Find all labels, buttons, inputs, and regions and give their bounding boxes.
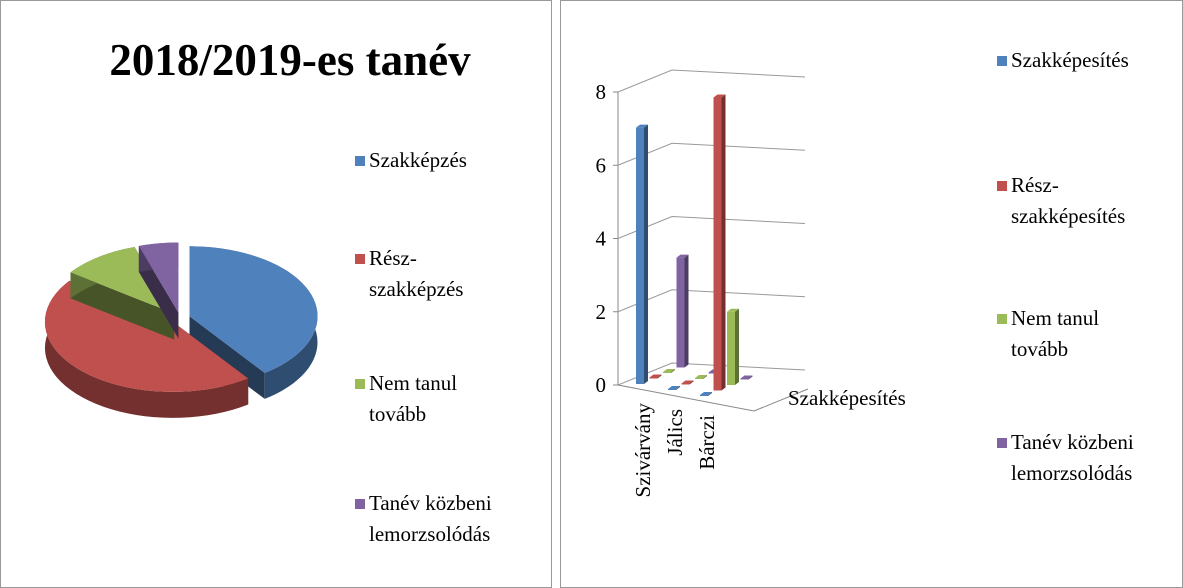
bar-top [681,380,694,384]
bar-top [668,386,680,389]
bar-top [663,369,675,372]
bar-front [700,395,708,396]
bar-top [700,392,712,395]
y-tick-label: 8 [596,80,607,104]
bar-front [727,311,735,385]
legend-swatch [355,156,365,166]
bar [695,375,707,379]
bar-top [695,375,707,378]
legend-swatch [355,379,365,389]
x-tick-label: Bárczi [695,415,719,470]
bar-top [727,308,739,312]
legend-swatch [355,499,365,509]
bar-side [657,374,662,379]
legend-label: Szakképzés [369,148,467,172]
bar [668,386,680,390]
legend-swatch [355,254,365,264]
y-tick-label: 4 [596,227,607,251]
bar-side [703,375,707,379]
bar-top [676,254,689,258]
y-tick-label: 0 [596,373,607,397]
legend-swatch [997,56,1007,66]
legend-item: Nem tanul tovább [355,368,509,430]
pie-slice [138,242,179,339]
bar-side [735,308,739,385]
bar-side [671,369,675,373]
legend-label: Rész-szakképesítés [1011,173,1126,228]
pie-top [189,246,318,373]
bar-side [721,94,726,391]
bar [636,124,648,384]
bar-top [740,375,753,379]
bar-front [695,378,703,379]
bar-side [748,375,753,380]
legend-item: Szakképzés [355,145,509,176]
y-tick-label: 2 [596,300,607,324]
bar-front [636,127,644,384]
legend-label: Nem tanul tovább [369,371,458,426]
legend-item: Nem tanul tovább [997,303,1151,365]
bar-side [708,392,712,396]
legend-label: Szakképesítés [1011,48,1129,72]
legend-swatch [997,314,1007,324]
legend-label: Tanév közbeni lemorzsolódás [1011,430,1134,485]
bar [649,374,662,379]
bar [676,254,689,368]
bar-front [668,389,676,390]
bar-top [636,124,648,128]
y-tick-label: 6 [596,153,607,177]
bar [713,94,726,391]
pie-top [44,280,249,392]
bar-top [649,374,662,378]
legend-label: Nem tanul tovább [1011,306,1100,361]
bar [681,380,694,385]
pie-top [70,246,175,314]
chart-title: 2018/2019-es tanév [109,35,471,85]
pie-top [138,242,179,313]
bar-side [689,380,694,385]
panel-border [560,0,1183,588]
x-tick-label: Szivárvány [631,403,655,498]
x-tick-label: Jálics [663,409,687,456]
pie-wall [70,272,175,340]
pie-side [44,280,249,418]
bar-front [663,372,671,373]
legend-swatch [997,181,1007,191]
legend-item: Szakképesítés [997,45,1151,76]
bar-front [681,383,690,385]
bar-front [740,378,749,380]
bar-top [713,94,726,98]
bar [740,375,753,380]
depth-axis-label: Szakképesítés [788,386,906,410]
bar [700,392,712,396]
bar [727,308,739,385]
bar-side [676,386,680,390]
bar-front [713,97,722,391]
legend-swatch [997,438,1007,448]
bar-side [644,124,648,384]
legend-item: Tanév közbeni lemorzsolódás [997,427,1151,489]
legend-item: Rész-szakképzés [355,243,509,305]
bar-front [649,377,658,379]
legend-item: Tanév közbeni lemorzsolódás [355,488,509,550]
legend-label: Tanév közbeni lemorzsolódás [369,491,492,546]
legend-label: Rész-szakképzés [369,246,464,301]
bar-front [676,257,685,368]
bar-side [684,254,689,368]
bar [663,369,675,373]
grid-line [617,69,806,93]
legend-item: Rész-szakképesítés [997,170,1151,232]
floor-edge [617,384,809,412]
